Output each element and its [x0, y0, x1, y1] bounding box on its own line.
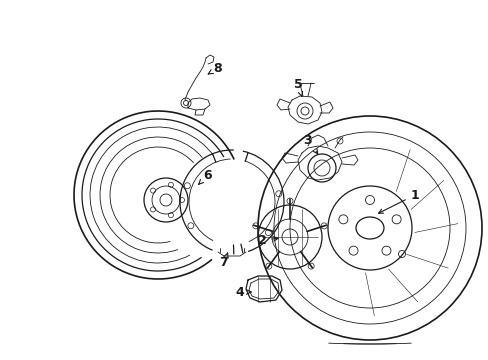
Text: 3: 3 [303, 134, 317, 154]
Text: 7: 7 [219, 253, 228, 270]
Text: 1: 1 [378, 189, 419, 213]
Text: 2: 2 [257, 234, 278, 247]
Text: 5: 5 [293, 77, 302, 96]
Text: 6: 6 [198, 168, 212, 184]
Text: 8: 8 [208, 62, 222, 75]
Text: 4: 4 [235, 285, 250, 298]
